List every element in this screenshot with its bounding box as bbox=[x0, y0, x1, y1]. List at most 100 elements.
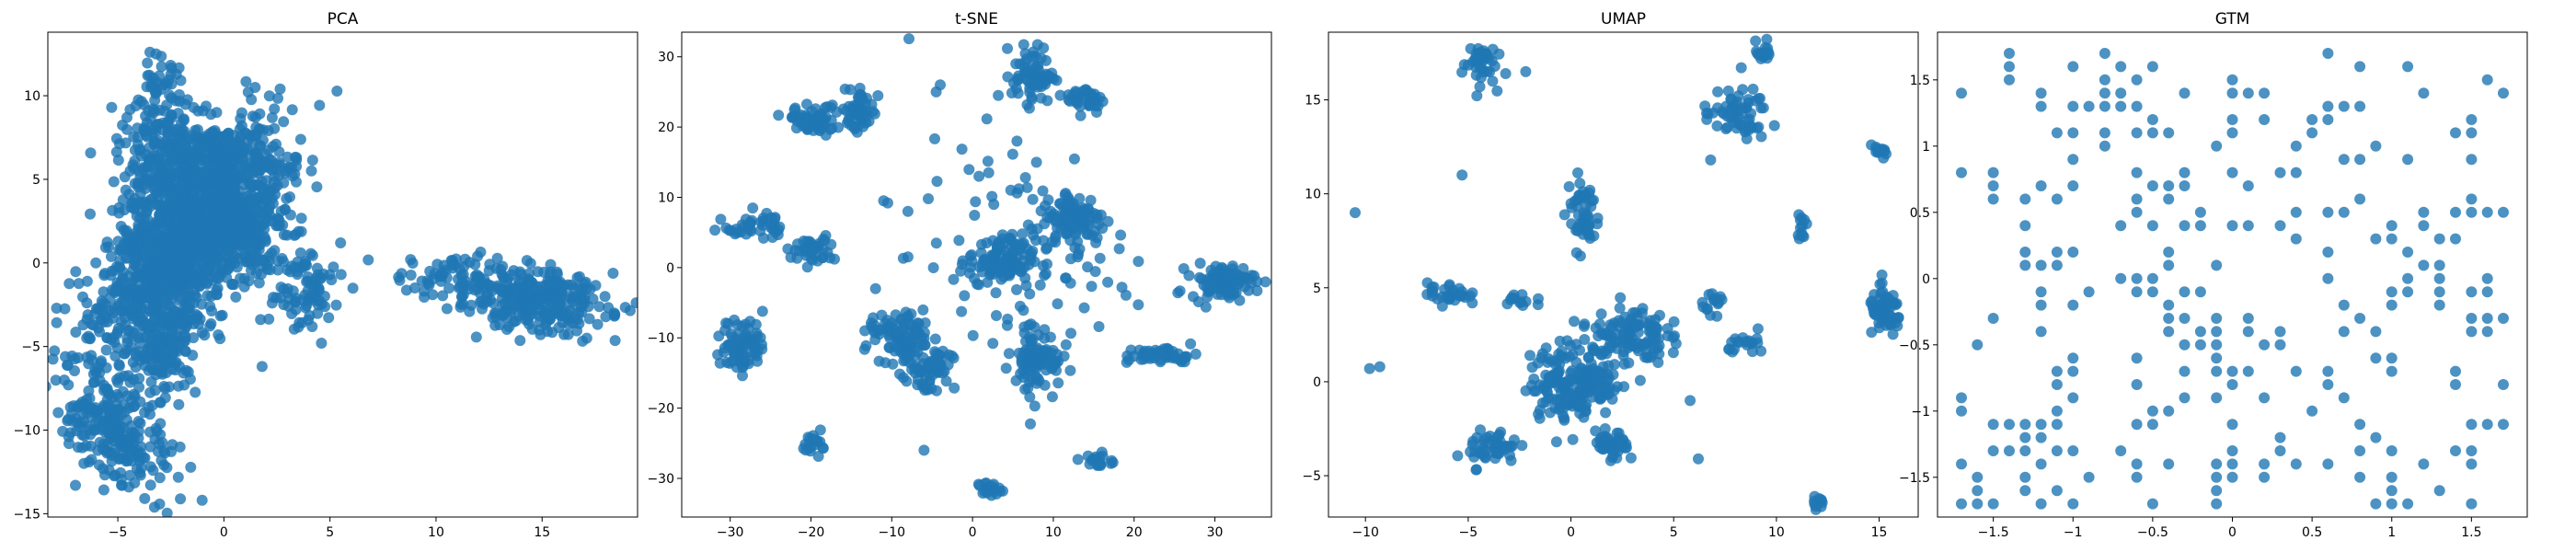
data-point bbox=[139, 492, 151, 504]
data-point bbox=[1003, 348, 1015, 360]
data-point bbox=[2338, 326, 2350, 338]
data-point bbox=[2402, 61, 2414, 73]
data-point bbox=[1052, 298, 1064, 310]
data-point bbox=[241, 143, 253, 155]
data-point bbox=[2211, 326, 2223, 338]
data-point bbox=[98, 463, 109, 475]
data-point bbox=[435, 275, 447, 287]
data-point bbox=[929, 333, 941, 345]
data-point bbox=[1887, 328, 1899, 340]
data-point bbox=[607, 268, 619, 279]
data-point bbox=[856, 91, 868, 103]
data-point bbox=[1121, 356, 1133, 368]
data-point bbox=[76, 442, 88, 454]
data-point bbox=[1515, 296, 1527, 308]
data-point bbox=[901, 375, 913, 387]
data-point bbox=[973, 170, 985, 182]
data-point bbox=[1052, 222, 1064, 234]
data-point bbox=[301, 276, 313, 288]
data-point bbox=[1532, 357, 1544, 369]
data-point bbox=[128, 310, 139, 321]
data-point bbox=[2242, 87, 2254, 99]
data-point bbox=[1021, 52, 1033, 64]
data-point bbox=[106, 101, 118, 113]
data-point bbox=[1018, 237, 1029, 249]
data-point bbox=[817, 442, 829, 454]
data-point bbox=[713, 330, 725, 342]
data-point bbox=[250, 268, 262, 280]
data-point bbox=[898, 323, 910, 335]
data-point bbox=[1046, 391, 1058, 403]
data-point bbox=[2067, 154, 2079, 166]
data-point bbox=[268, 292, 280, 304]
data-point bbox=[1060, 188, 1072, 200]
data-point bbox=[608, 307, 620, 319]
data-point bbox=[213, 176, 225, 188]
data-point bbox=[2306, 405, 2318, 417]
data-point bbox=[316, 338, 328, 349]
data-point bbox=[937, 345, 949, 357]
data-point bbox=[1030, 61, 1042, 73]
data-point bbox=[1046, 236, 1058, 247]
data-point bbox=[2259, 339, 2271, 351]
data-point bbox=[1021, 181, 1033, 193]
data-point bbox=[1615, 292, 1627, 304]
data-point bbox=[1972, 339, 1984, 351]
data-point bbox=[2019, 259, 2031, 271]
data-point bbox=[51, 303, 63, 314]
data-point bbox=[312, 282, 324, 293]
data-point bbox=[2194, 326, 2206, 338]
data-point bbox=[2226, 379, 2238, 390]
data-point bbox=[171, 310, 183, 321]
data-point bbox=[2131, 167, 2143, 178]
data-point bbox=[2242, 220, 2254, 232]
data-point bbox=[1443, 290, 1455, 302]
data-point bbox=[1033, 374, 1045, 386]
data-point bbox=[136, 267, 148, 279]
data-point bbox=[132, 132, 144, 144]
data-point bbox=[1471, 90, 1483, 102]
data-point bbox=[1039, 324, 1051, 336]
data-point bbox=[231, 261, 243, 273]
data-point bbox=[168, 346, 180, 358]
data-point bbox=[1642, 339, 1654, 351]
data-point bbox=[919, 339, 931, 351]
data-point bbox=[2019, 431, 2031, 443]
data-point bbox=[1082, 261, 1094, 273]
data-point bbox=[2211, 259, 2223, 271]
data-point bbox=[1728, 116, 1740, 128]
data-point bbox=[1478, 451, 1490, 463]
data-point bbox=[286, 104, 298, 116]
data-point bbox=[275, 282, 287, 293]
data-point bbox=[269, 182, 281, 194]
data-point bbox=[178, 379, 190, 391]
data-point bbox=[1876, 269, 1888, 281]
data-point bbox=[2179, 339, 2191, 351]
data-point bbox=[1024, 288, 1036, 300]
data-point bbox=[1174, 285, 1186, 297]
data-point bbox=[244, 255, 256, 267]
data-point bbox=[209, 125, 221, 136]
data-point bbox=[2019, 220, 2031, 232]
data-point bbox=[2004, 445, 2015, 456]
data-point bbox=[121, 111, 132, 123]
data-point bbox=[192, 105, 204, 117]
data-point bbox=[1113, 243, 1125, 255]
data-point bbox=[393, 271, 405, 283]
y-tick-label: 30 bbox=[658, 51, 674, 65]
data-point bbox=[926, 356, 938, 368]
data-point bbox=[132, 238, 144, 250]
data-point bbox=[2386, 471, 2398, 483]
data-point bbox=[323, 312, 335, 324]
data-point bbox=[248, 220, 260, 232]
data-point bbox=[715, 213, 727, 225]
data-point bbox=[2067, 365, 2079, 377]
data-point bbox=[868, 108, 880, 120]
data-point bbox=[190, 148, 202, 160]
data-point bbox=[1008, 77, 1019, 89]
y-tick-label: 20 bbox=[658, 121, 674, 135]
data-point bbox=[302, 295, 314, 306]
data-point bbox=[2019, 193, 2031, 205]
data-point bbox=[2163, 405, 2175, 417]
data-point bbox=[2226, 458, 2238, 470]
